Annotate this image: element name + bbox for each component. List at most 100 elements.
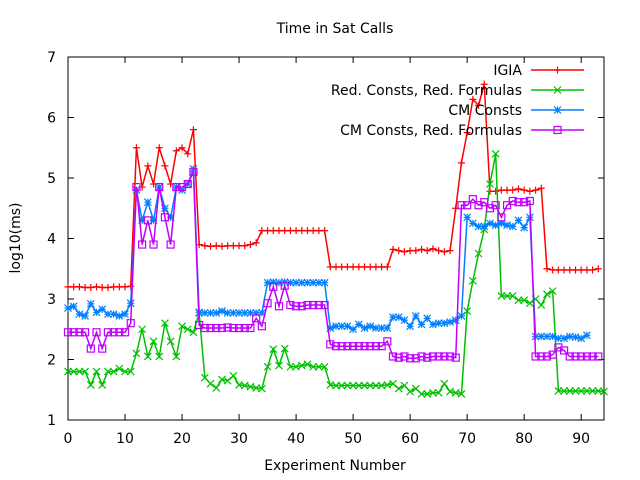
data-point bbox=[383, 337, 392, 346]
data-point bbox=[320, 300, 329, 310]
data-point bbox=[86, 299, 95, 308]
data-point bbox=[577, 352, 586, 361]
data-point bbox=[309, 362, 318, 371]
data-point bbox=[395, 247, 403, 255]
series-3 bbox=[64, 165, 591, 343]
data-point bbox=[440, 248, 448, 256]
data-point bbox=[121, 283, 129, 291]
data-point bbox=[320, 278, 329, 287]
data-point bbox=[411, 354, 420, 363]
data-point bbox=[377, 342, 386, 351]
data-point bbox=[218, 242, 226, 250]
data-point bbox=[75, 328, 84, 337]
data-point bbox=[241, 242, 249, 250]
data-point bbox=[189, 126, 197, 134]
data-point bbox=[389, 379, 397, 388]
data-point bbox=[571, 333, 580, 342]
data-point bbox=[440, 352, 449, 361]
data-point bbox=[423, 353, 432, 362]
data-point bbox=[400, 248, 408, 256]
data-point bbox=[469, 95, 477, 103]
data-point bbox=[121, 310, 129, 319]
data-point bbox=[81, 328, 90, 337]
data-point bbox=[263, 278, 272, 287]
data-point bbox=[349, 381, 358, 390]
data-point bbox=[201, 242, 209, 250]
data-point bbox=[132, 349, 141, 358]
x-tick-label: 50 bbox=[344, 431, 362, 447]
data-point bbox=[400, 381, 409, 390]
data-point bbox=[223, 308, 232, 317]
legend-label: CM Consts, Red. Formulas bbox=[340, 123, 522, 139]
plot-frame bbox=[67, 56, 605, 421]
data-point bbox=[532, 186, 540, 194]
data-point bbox=[183, 179, 192, 189]
data-point bbox=[429, 388, 437, 397]
data-point bbox=[109, 328, 118, 337]
legend-marker bbox=[553, 106, 562, 114]
data-point bbox=[206, 308, 215, 317]
data-point bbox=[588, 352, 597, 361]
data-point bbox=[508, 196, 517, 206]
data-point bbox=[149, 216, 158, 225]
data-point bbox=[600, 387, 608, 396]
data-point bbox=[200, 373, 209, 382]
data-point bbox=[428, 352, 438, 361]
legend-marker bbox=[553, 86, 562, 94]
data-point bbox=[491, 149, 500, 158]
data-point bbox=[223, 376, 232, 385]
data-point bbox=[121, 367, 129, 376]
data-point bbox=[503, 292, 511, 300]
data-point bbox=[309, 278, 318, 287]
data-point bbox=[286, 278, 295, 287]
legend-label: CM Consts bbox=[448, 103, 522, 119]
data-point bbox=[234, 323, 244, 333]
data-point bbox=[75, 367, 84, 376]
data-point bbox=[394, 384, 403, 393]
data-point bbox=[63, 328, 73, 337]
legend: IGIA Red. Consts, Red. Formulas CM Consts C… bbox=[331, 63, 584, 139]
data-point bbox=[144, 162, 152, 170]
y-tick-label: 7 bbox=[47, 50, 56, 66]
data-point bbox=[577, 334, 586, 343]
data-point bbox=[297, 302, 306, 311]
data-point bbox=[126, 319, 135, 328]
x-tick-label: 90 bbox=[572, 431, 590, 447]
data-point bbox=[525, 196, 534, 206]
data-point bbox=[571, 387, 580, 395]
data-point bbox=[337, 322, 346, 331]
data-point bbox=[200, 308, 209, 317]
data-point bbox=[172, 147, 180, 155]
data-point bbox=[126, 367, 135, 376]
data-point bbox=[560, 334, 569, 343]
data-point bbox=[257, 308, 266, 317]
data-point bbox=[480, 222, 489, 231]
data-point bbox=[172, 352, 181, 361]
data-point bbox=[314, 278, 323, 287]
data-point bbox=[92, 308, 101, 317]
data-point bbox=[474, 249, 483, 258]
data-point bbox=[103, 328, 113, 337]
data-point bbox=[543, 265, 551, 273]
data-point bbox=[417, 320, 426, 329]
data-point bbox=[366, 322, 375, 331]
data-point bbox=[246, 323, 255, 333]
data-point bbox=[172, 182, 181, 192]
data-point bbox=[257, 322, 266, 331]
x-tick-label: 70 bbox=[458, 431, 476, 447]
data-point bbox=[457, 159, 465, 167]
data-point bbox=[321, 227, 329, 235]
data-point bbox=[354, 342, 363, 351]
data-point bbox=[520, 223, 529, 232]
x-tick-label: 20 bbox=[173, 431, 191, 447]
data-point bbox=[189, 328, 198, 337]
data-point bbox=[509, 186, 517, 194]
data-point bbox=[548, 287, 557, 296]
data-point bbox=[400, 316, 409, 325]
data-point bbox=[491, 221, 500, 230]
y-tick-label: 6 bbox=[47, 111, 56, 127]
data-point bbox=[155, 182, 164, 192]
y-tick-label: 3 bbox=[47, 292, 56, 308]
data-point bbox=[115, 364, 124, 373]
data-point bbox=[98, 344, 107, 353]
